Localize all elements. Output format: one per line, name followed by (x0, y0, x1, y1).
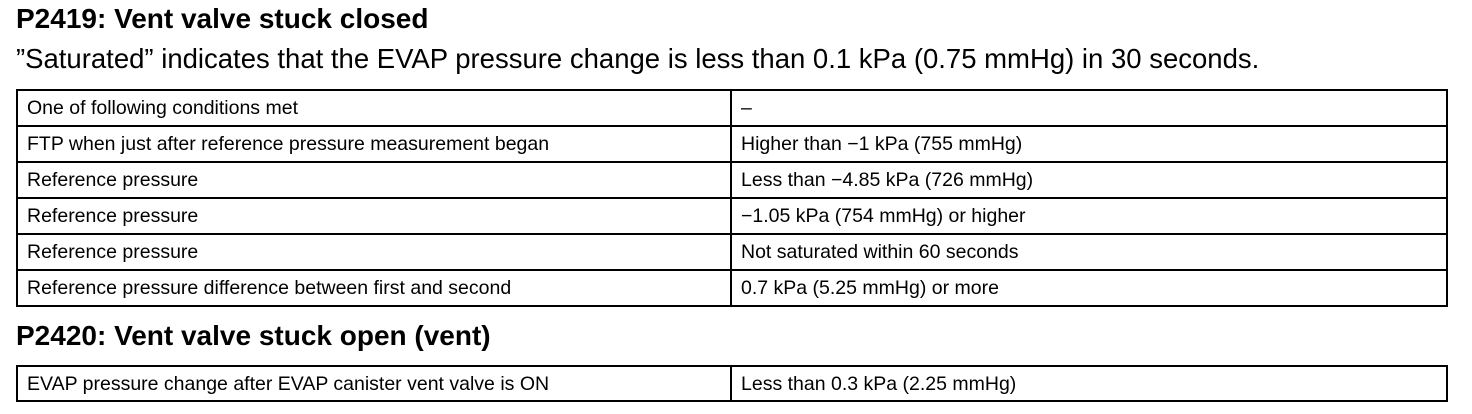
value-cell: Not saturated within 60 seconds (730, 233, 1448, 271)
value-cell: Higher than −1 kPa (755 mmHg) (730, 125, 1448, 163)
table-row: One of following conditions met – (16, 89, 1448, 127)
table-row: EVAP pressure change after EVAP canister… (16, 365, 1448, 402)
table-row: FTP when just after reference pressure m… (16, 125, 1448, 163)
condition-cell: One of following conditions met (16, 89, 732, 127)
table-row: Reference pressure difference between fi… (16, 269, 1448, 307)
condition-cell: FTP when just after reference pressure m… (16, 125, 732, 163)
table-row: Reference pressure −1.05 kPa (754 mmHg) … (16, 197, 1448, 235)
value-cell: Less than −4.85 kPa (726 mmHg) (730, 161, 1448, 199)
p2419-conditions-table: One of following conditions met – FTP wh… (16, 89, 1448, 307)
section-title-p2420: P2420: Vent valve stuck open (vent) (16, 320, 491, 351)
table-row: Reference pressure Less than −4.85 kPa (… (16, 161, 1448, 199)
condition-cell: EVAP pressure change after EVAP canister… (16, 365, 732, 402)
condition-cell: Reference pressure (16, 233, 732, 271)
condition-cell: Reference pressure (16, 161, 732, 199)
section-title-p2419: P2419: Vent valve stuck closed (16, 3, 429, 34)
value-cell: −1.05 kPa (754 mmHg) or higher (730, 197, 1448, 235)
value-cell: 0.7 kPa (5.25 mmHg) or more (730, 269, 1448, 307)
value-cell: Less than 0.3 kPa (2.25 mmHg) (730, 365, 1448, 402)
condition-cell: Reference pressure (16, 197, 732, 235)
value-cell: – (730, 89, 1448, 127)
condition-cell: Reference pressure difference between fi… (16, 269, 732, 307)
saturated-definition-note: ”Saturated” indicates that the EVAP pres… (16, 43, 1260, 74)
p2420-conditions-table: EVAP pressure change after EVAP canister… (16, 365, 1448, 402)
table-row: Reference pressure Not saturated within … (16, 233, 1448, 271)
